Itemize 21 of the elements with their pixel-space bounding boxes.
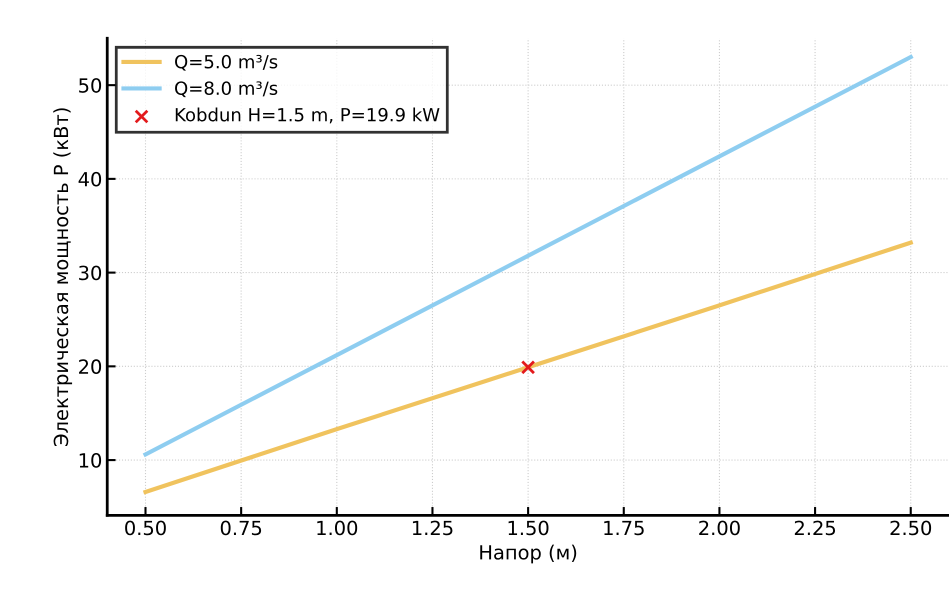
y-tick-label: 30: [79, 266, 102, 280]
line-series: [143, 54, 913, 457]
y-axis-title: Электрическая мощность P (кВт): [53, 108, 72, 446]
legend-label: Q=8.0 m³/s: [175, 81, 278, 98]
legend-label: Q=5.0 m³/s: [175, 54, 278, 71]
legend-label: Kobdun H=1.5 m, P=19.9 kW: [176, 108, 440, 124]
x-tick-label: 2.00: [699, 520, 740, 536]
y-tick-label: 50: [79, 78, 102, 93]
y-tick-label: 40: [78, 172, 102, 187]
x-axis-title: Напор (м): [480, 544, 576, 564]
x-tick-label: 1.50: [508, 520, 548, 536]
y-tick-label: 10: [80, 453, 102, 468]
x-tick-label: 2.25: [794, 520, 836, 536]
line-series: [143, 240, 913, 494]
y-tick-label: 20: [79, 359, 102, 374]
x-tick-label: 2.50: [890, 520, 932, 536]
x-tick-label: 1.25: [412, 520, 452, 536]
x-tick-label: 1.00: [317, 520, 358, 536]
x-tick-label: 0.75: [220, 520, 262, 536]
x-tick-label: 1.75: [604, 520, 644, 536]
x-tick-label: 0.50: [125, 520, 166, 536]
